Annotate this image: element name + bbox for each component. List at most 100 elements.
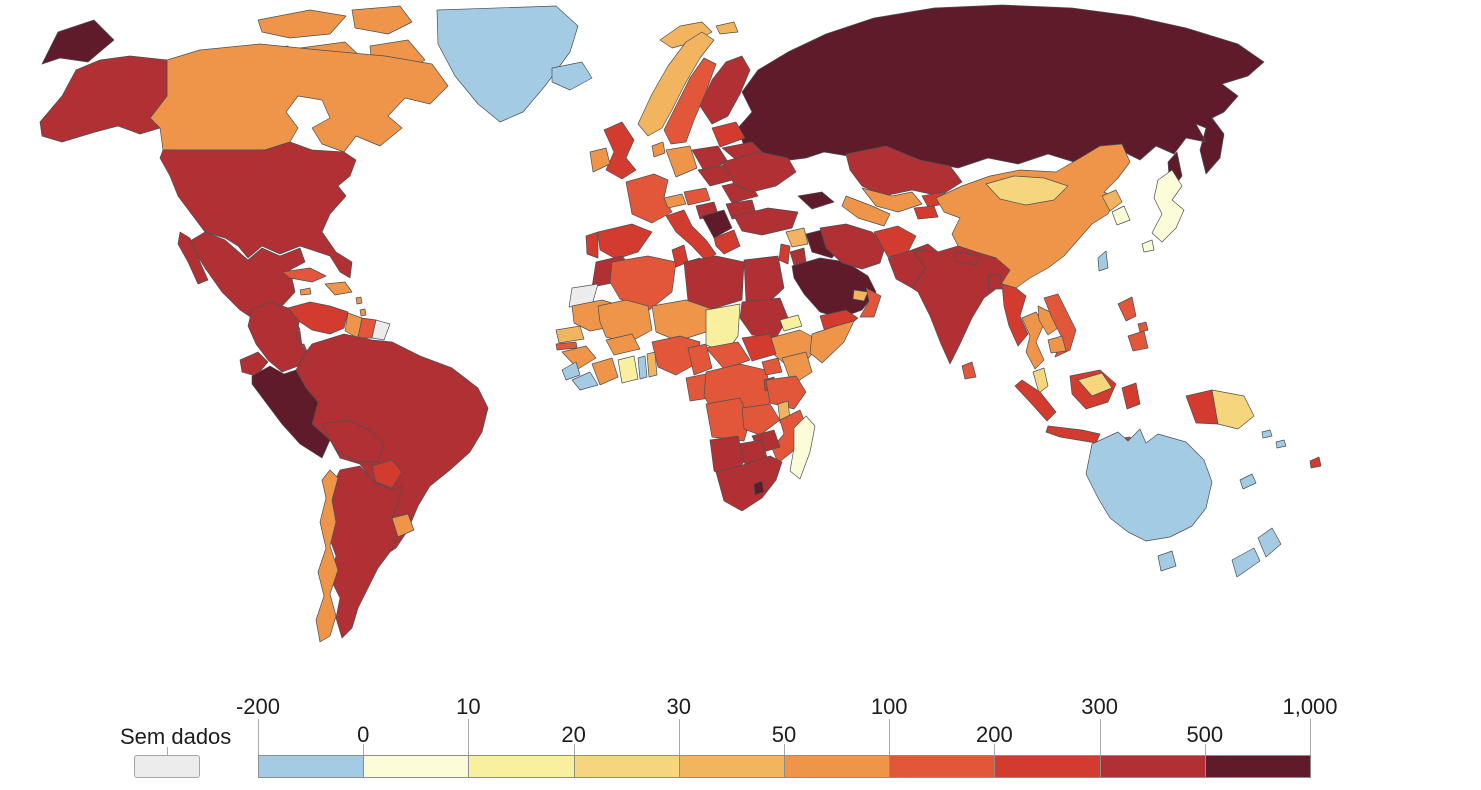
country-balkans[interactable] [701,209,733,239]
country-png[interactable] [1211,389,1255,430]
country-nepal[interactable] [954,251,981,266]
country-laos[interactable] [1037,305,1059,336]
country-baltics[interactable] [711,121,746,148]
country-greenland[interactable] [436,5,579,123]
country-ireland[interactable] [589,147,611,173]
country-argentina[interactable] [327,465,403,639]
country-central-african-republic[interactable] [705,341,751,370]
country-ukraine[interactable] [721,151,797,193]
country-switzerland[interactable] [663,193,687,209]
country-egypt[interactable] [743,255,785,304]
legend-bin-b9[interactable] [1099,755,1206,778]
no-data-swatch[interactable] [134,755,200,778]
country-uzbekistan[interactable] [861,187,923,213]
country-alaska[interactable] [39,55,168,143]
country-denmark[interactable] [651,141,666,158]
country-south-korea[interactable] [1111,205,1131,226]
country-uk[interactable] [603,121,637,180]
country-fiji[interactable] [1309,456,1322,469]
country-south-africa[interactable] [715,455,783,512]
legend-bin-b4[interactable] [573,755,680,778]
country-indonesia[interactable] [1121,382,1141,410]
country-mexico[interactable] [177,231,209,285]
legend-bin-b7[interactable] [889,755,996,778]
country-levant[interactable] [778,243,791,265]
country-niger[interactable] [651,299,713,342]
country-uganda[interactable] [761,357,783,376]
country-algeria[interactable] [609,255,677,312]
country-austria[interactable] [683,187,711,206]
country-ghana[interactable] [617,355,639,384]
country-lesotho[interactable] [753,480,765,496]
country-sri-lanka[interactable] [961,361,977,380]
country-ecuador[interactable] [239,351,269,377]
country-germany[interactable] [665,145,698,178]
country-taiwan[interactable] [1097,250,1109,272]
country-madagascar[interactable] [789,415,816,480]
country-zambia[interactable] [741,403,781,436]
country-canada[interactable] [351,5,413,35]
legend-bin-b5[interactable] [678,755,785,778]
country-eritrea[interactable] [779,314,803,332]
country-india[interactable] [911,245,1011,365]
country-russia[interactable] [41,19,115,65]
country-uae[interactable] [852,289,869,302]
country-canada[interactable] [149,43,449,153]
country-philippines[interactable] [1117,296,1149,352]
country-sierra-leone[interactable] [561,361,581,381]
country-iran[interactable] [819,223,887,270]
country-syria[interactable] [785,227,809,248]
country-tajikistan[interactable] [913,205,939,220]
country-south-sudan[interactable] [741,333,777,362]
country-chile[interactable] [315,469,339,643]
legend-bin-b3[interactable] [468,755,575,778]
country-peru[interactable] [251,365,331,459]
country-indonesia[interactable] [1045,425,1101,444]
country-uruguay[interactable] [391,513,415,538]
country-iceland[interactable] [551,61,593,91]
country-malaysia[interactable] [1077,372,1113,397]
country-vietnam[interactable] [1043,293,1077,358]
country-burkina-faso[interactable] [605,333,641,356]
country-mongolia[interactable] [985,175,1069,206]
country-french-guiana[interactable] [371,319,391,341]
country-finland[interactable] [699,55,751,125]
country-japan[interactable] [1141,169,1185,253]
legend-bin-b1[interactable] [258,755,365,778]
country-australia[interactable] [1085,428,1213,542]
country-canada[interactable] [257,9,347,39]
country-benin[interactable] [646,351,658,378]
country-solomon[interactable] [1261,429,1287,449]
country-greece[interactable] [713,229,741,255]
country-cuba[interactable] [281,267,327,283]
country-spain[interactable] [597,223,653,260]
country-saudi-arabia[interactable] [791,257,877,319]
legend-bin-b10[interactable] [1204,755,1311,778]
country-russia[interactable] [737,4,1265,175]
country-senegal[interactable] [555,325,585,344]
country-mali[interactable] [597,299,653,344]
country-bangladesh[interactable] [987,273,1003,290]
legend-bin-b6[interactable] [784,755,891,778]
country-myanmar[interactable] [1001,283,1029,347]
country-usa[interactable] [159,141,357,279]
country-north-korea[interactable] [1101,189,1123,212]
country-guinea[interactable] [561,345,597,370]
country-afghanistan[interactable] [873,225,917,258]
country-oman[interactable] [859,287,882,318]
country-liberia[interactable] [571,371,599,391]
country-sweden[interactable] [663,57,717,145]
country-new-zealand[interactable] [1231,527,1282,578]
country-sudan[interactable] [739,297,789,339]
country-portugal[interactable] [585,231,599,259]
country-cambodia[interactable] [1047,335,1067,354]
country-somalia[interactable] [809,320,855,364]
country-paraguay[interactable] [371,459,403,489]
country-libya[interactable] [683,255,745,310]
country-tanzania[interactable] [765,375,807,410]
country-cameroon[interactable] [687,343,713,376]
country-australia[interactable] [1157,550,1177,572]
country-norway[interactable] [637,31,715,137]
country-venezuela[interactable] [287,301,349,335]
country-indonesia[interactable] [1014,379,1057,422]
